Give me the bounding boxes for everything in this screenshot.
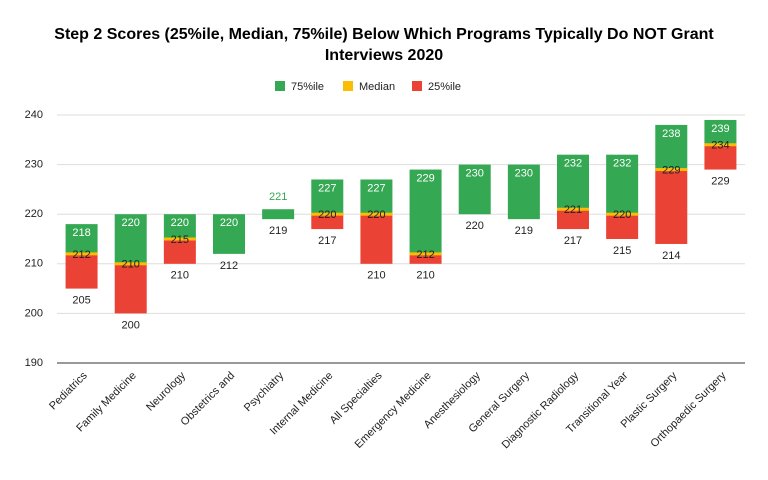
y-tick-label: 240 — [25, 109, 43, 121]
high-label: 221 — [269, 191, 287, 203]
bar-lower — [409, 253, 442, 264]
median-mark — [114, 262, 147, 266]
bar-upper — [606, 154, 639, 215]
low-label: 210 — [367, 270, 385, 282]
median-mark — [557, 207, 589, 211]
low-label: 210 — [416, 270, 434, 282]
bar-upper — [507, 164, 540, 220]
high-label: 238 — [662, 128, 680, 140]
bar-upper — [409, 169, 442, 254]
high-label: 227 — [367, 182, 385, 194]
high-label: 239 — [711, 123, 729, 135]
median-mark — [65, 252, 98, 256]
low-label: 219 — [269, 225, 287, 237]
bar-upper — [262, 209, 295, 220]
bar-upper — [114, 214, 147, 264]
low-label: 210 — [171, 270, 189, 282]
high-label: 218 — [72, 227, 90, 239]
median-label: 220 — [613, 209, 631, 221]
x-tick-label: Psychiatry — [242, 369, 287, 414]
high-label: 230 — [466, 168, 484, 180]
legend-swatch — [412, 81, 422, 91]
median-mark — [360, 212, 393, 216]
bar-lower — [360, 214, 393, 264]
median-label: 210 — [122, 259, 140, 271]
low-label: 205 — [72, 295, 90, 307]
high-label: 220 — [122, 217, 140, 229]
high-label: 220 — [220, 217, 238, 229]
median-mark — [606, 212, 639, 216]
median-mark — [409, 252, 442, 256]
median-label: 215 — [171, 234, 189, 246]
low-label: 214 — [662, 250, 680, 262]
median-label: 234 — [711, 140, 729, 152]
bar-upper — [704, 119, 737, 145]
high-label: 230 — [515, 168, 533, 180]
high-label: 220 — [171, 217, 189, 229]
bar-lower — [311, 214, 344, 230]
bar-upper — [163, 214, 196, 239]
median-label: 221 — [564, 204, 582, 216]
high-label: 232 — [613, 158, 631, 170]
y-tick-label: 190 — [25, 357, 43, 369]
high-label: 229 — [416, 172, 434, 184]
legend-label: Median — [359, 81, 395, 93]
low-label: 229 — [711, 175, 729, 187]
bar-lower — [704, 144, 737, 170]
median-mark — [704, 143, 737, 147]
bar-lower — [606, 214, 639, 239]
high-label: 227 — [318, 182, 336, 194]
y-tick-label: 230 — [25, 159, 43, 171]
legend-label: 75%ile — [291, 81, 324, 93]
low-label: 219 — [515, 225, 533, 237]
median-mark — [655, 168, 688, 172]
low-label: 217 — [318, 235, 336, 247]
bar-lower — [557, 209, 589, 230]
high-label: 232 — [564, 158, 582, 170]
legend-swatch — [275, 81, 285, 91]
median-label: 212 — [72, 249, 90, 261]
median-label: 229 — [662, 164, 680, 176]
chart-title: Step 2 Scores (25%ile, Median, 75%ile) B… — [54, 26, 714, 64]
bar-upper — [458, 164, 491, 215]
y-tick-label: 220 — [25, 208, 43, 220]
low-label: 220 — [466, 220, 484, 232]
x-tick-label: Pediatrics — [47, 369, 90, 412]
y-tick-label: 200 — [25, 307, 43, 319]
low-label: 217 — [564, 235, 582, 247]
legend-swatch — [343, 81, 353, 91]
x-tick-label: Neurology — [144, 369, 188, 413]
bar-upper — [360, 179, 393, 215]
bar-upper — [311, 179, 344, 215]
median-mark — [163, 237, 196, 241]
bar-upper — [557, 154, 589, 210]
legend-label: 25%ile — [428, 81, 461, 93]
low-label: 215 — [613, 245, 631, 257]
bar-lower — [655, 169, 688, 244]
bar-upper — [65, 224, 98, 254]
bar-lower — [163, 239, 196, 264]
median-label: 212 — [416, 249, 434, 261]
bar-lower — [114, 263, 147, 314]
low-label: 200 — [122, 319, 140, 331]
y-tick-label: 210 — [25, 258, 43, 270]
low-label: 212 — [220, 260, 238, 272]
bar-upper — [213, 214, 245, 254]
median-mark — [311, 212, 344, 216]
bar-upper — [655, 124, 688, 170]
bar-lower — [65, 253, 98, 289]
median-label: 220 — [318, 209, 336, 221]
median-label: 220 — [367, 209, 385, 221]
